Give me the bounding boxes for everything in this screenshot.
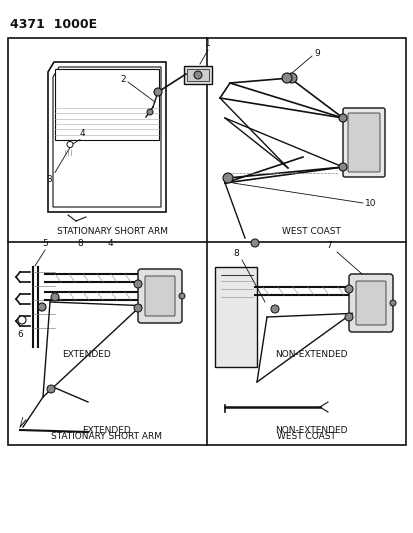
Text: 10: 10 bbox=[364, 198, 375, 207]
FancyBboxPatch shape bbox=[342, 108, 384, 177]
Circle shape bbox=[154, 88, 161, 96]
Circle shape bbox=[286, 73, 296, 83]
Text: 4: 4 bbox=[80, 128, 85, 138]
Circle shape bbox=[38, 303, 46, 311]
FancyBboxPatch shape bbox=[138, 269, 182, 323]
Text: 3: 3 bbox=[46, 174, 52, 183]
Circle shape bbox=[223, 173, 233, 183]
Text: NON-EXTENDED: NON-EXTENDED bbox=[274, 426, 347, 435]
FancyBboxPatch shape bbox=[348, 274, 392, 332]
Text: WEST COAST: WEST COAST bbox=[281, 227, 339, 236]
Polygon shape bbox=[48, 62, 166, 212]
Circle shape bbox=[338, 114, 346, 122]
Circle shape bbox=[147, 109, 153, 115]
Text: 4371  1000E: 4371 1000E bbox=[10, 18, 97, 31]
Circle shape bbox=[134, 304, 142, 312]
Circle shape bbox=[51, 293, 59, 301]
Text: 4: 4 bbox=[107, 239, 112, 248]
Text: 7: 7 bbox=[325, 241, 331, 250]
Text: 8: 8 bbox=[77, 239, 83, 248]
Circle shape bbox=[389, 300, 395, 306]
Circle shape bbox=[338, 163, 346, 171]
Text: 1: 1 bbox=[204, 39, 210, 48]
Text: NON-EXTENDED: NON-EXTENDED bbox=[274, 350, 347, 359]
Circle shape bbox=[18, 316, 26, 324]
Bar bbox=[8, 38, 405, 445]
FancyBboxPatch shape bbox=[145, 276, 175, 316]
Bar bbox=[187, 69, 209, 81]
Text: 2: 2 bbox=[120, 76, 126, 85]
Circle shape bbox=[134, 280, 142, 288]
Circle shape bbox=[47, 385, 55, 393]
Circle shape bbox=[281, 73, 291, 83]
FancyBboxPatch shape bbox=[355, 281, 385, 325]
Text: 9: 9 bbox=[313, 50, 319, 59]
Text: 5: 5 bbox=[42, 239, 48, 248]
Text: EXTENDED: EXTENDED bbox=[62, 350, 111, 359]
Text: 8: 8 bbox=[233, 249, 238, 258]
Circle shape bbox=[178, 293, 185, 299]
Text: 6: 6 bbox=[17, 330, 23, 339]
Text: WEST COAST: WEST COAST bbox=[276, 432, 335, 441]
Circle shape bbox=[67, 141, 73, 148]
Text: EXTENDED: EXTENDED bbox=[83, 426, 131, 435]
Circle shape bbox=[194, 71, 202, 79]
Text: /: / bbox=[20, 417, 24, 427]
Bar bbox=[183, 66, 211, 84]
Circle shape bbox=[271, 305, 278, 313]
Circle shape bbox=[250, 239, 259, 247]
Bar bbox=[55, 69, 159, 140]
Bar bbox=[214, 267, 256, 367]
Circle shape bbox=[344, 285, 352, 293]
Circle shape bbox=[344, 313, 352, 321]
Text: STATIONARY SHORT ARM: STATIONARY SHORT ARM bbox=[51, 432, 162, 441]
Polygon shape bbox=[214, 118, 221, 213]
FancyBboxPatch shape bbox=[347, 113, 379, 172]
Polygon shape bbox=[53, 67, 161, 207]
Text: STATIONARY SHORT ARM: STATIONARY SHORT ARM bbox=[57, 227, 168, 236]
